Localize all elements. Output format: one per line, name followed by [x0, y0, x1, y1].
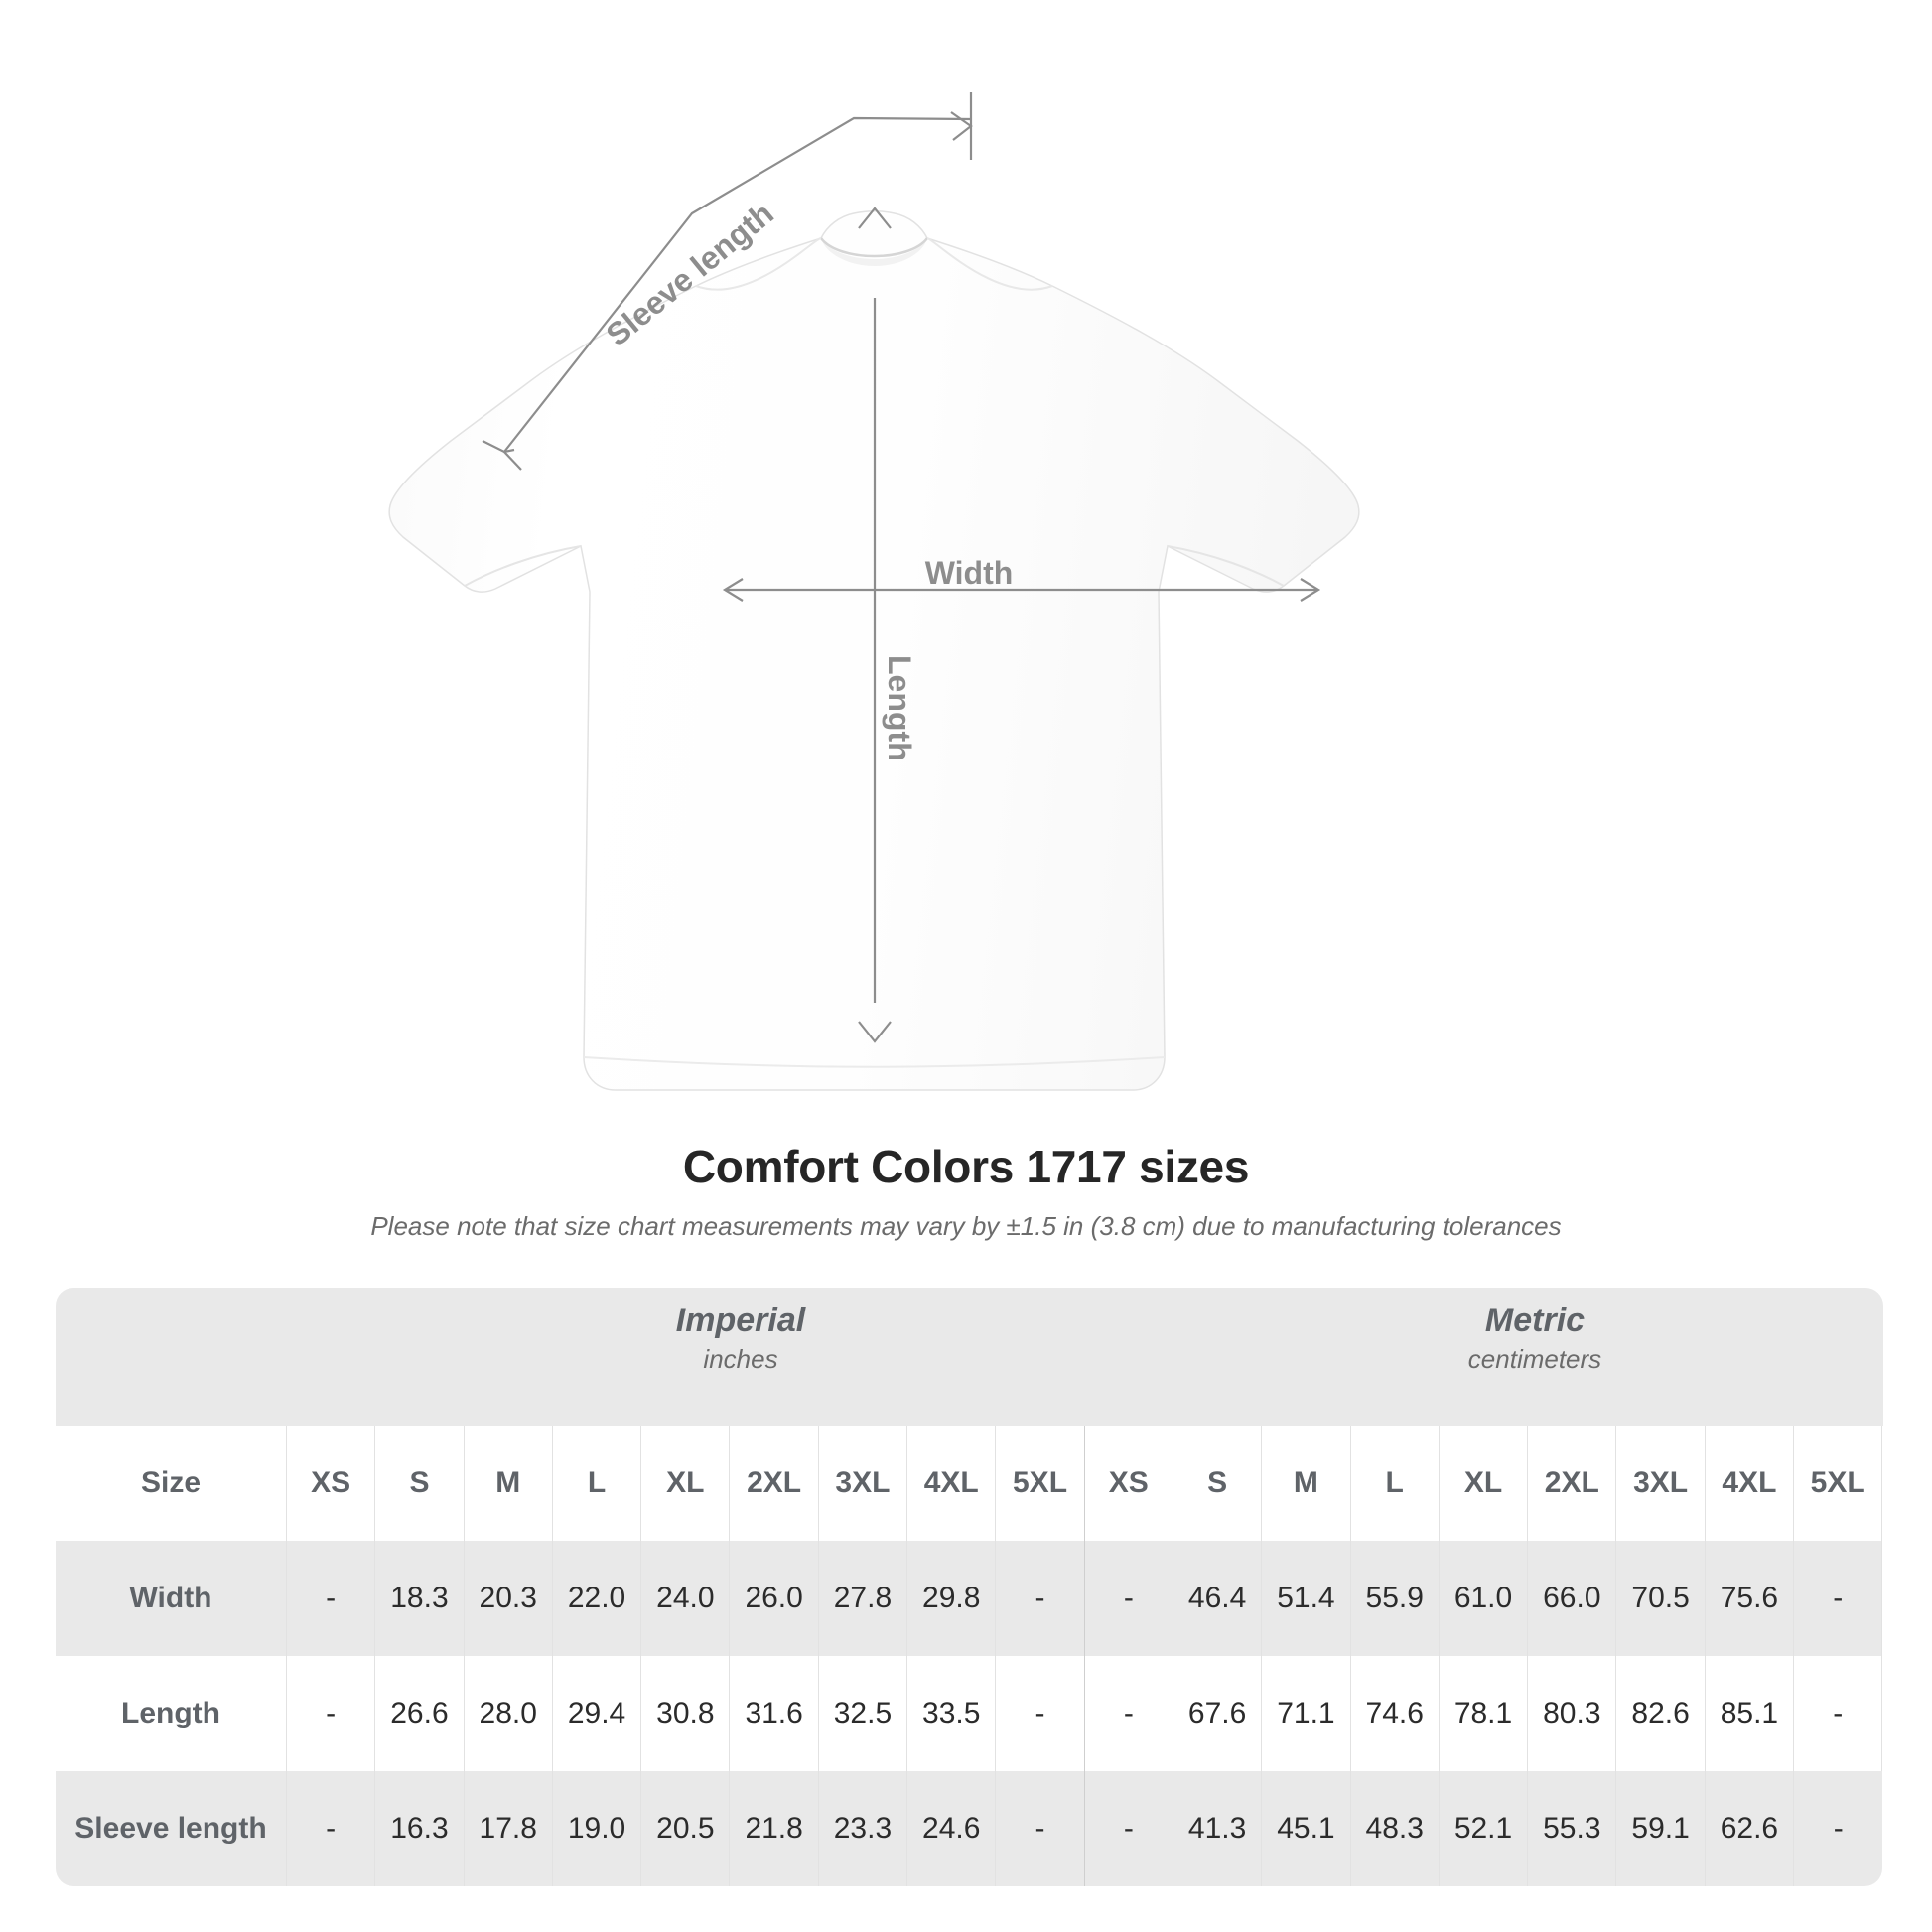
svg-text:Width: Width	[925, 555, 1014, 591]
svg-text:Length: Length	[882, 655, 917, 761]
